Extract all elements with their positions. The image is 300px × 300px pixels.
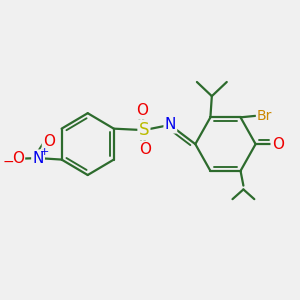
- Text: N: N: [165, 117, 176, 132]
- Text: S: S: [139, 121, 149, 139]
- Text: −: −: [2, 155, 14, 169]
- Text: O: O: [43, 134, 55, 148]
- Text: O: O: [12, 151, 24, 166]
- Text: Br: Br: [257, 109, 272, 123]
- Text: O: O: [272, 136, 284, 152]
- Text: O: O: [136, 103, 148, 118]
- Text: O: O: [140, 142, 152, 157]
- Text: +: +: [40, 147, 49, 157]
- Text: N: N: [32, 151, 44, 166]
